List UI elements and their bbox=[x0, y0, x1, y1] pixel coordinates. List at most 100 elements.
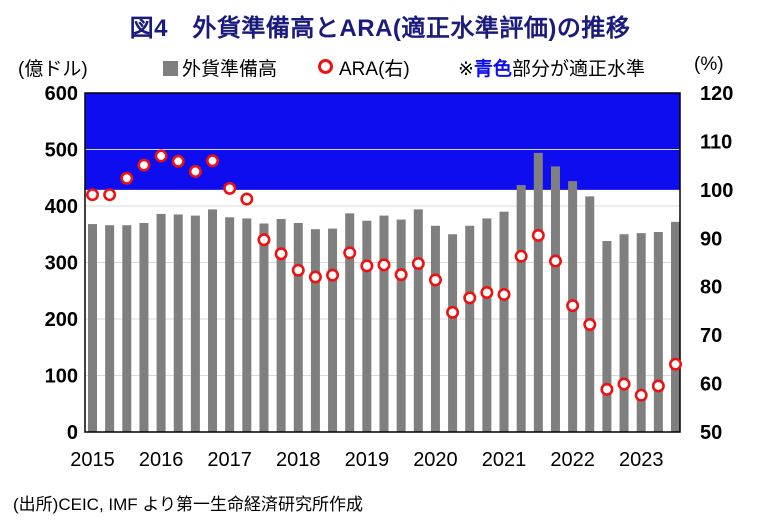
ara-point-2020Q4 bbox=[480, 286, 494, 300]
right-tick-60: 60 bbox=[700, 374, 722, 396]
right-tick-50: 50 bbox=[700, 422, 722, 444]
ara-point-2017Q2 bbox=[240, 192, 254, 206]
year-label-2017: 2017 bbox=[207, 449, 252, 471]
ara-point-2019Q1 bbox=[360, 259, 374, 273]
ara-point-2020Q2 bbox=[446, 305, 460, 319]
year-label-2020: 2020 bbox=[413, 449, 458, 471]
bar-2019Q4 bbox=[413, 209, 423, 432]
ara-point-2015Q1 bbox=[86, 188, 100, 202]
bar-2019Q1 bbox=[362, 220, 372, 432]
left-axis-unit: (億ドル) bbox=[18, 59, 88, 80]
bar-2021Q3 bbox=[533, 152, 543, 432]
bar-2020Q4 bbox=[482, 218, 492, 432]
ara-point-2021Q2 bbox=[514, 249, 528, 263]
left-tick-400: 400 bbox=[45, 196, 78, 218]
bar-2019Q2 bbox=[379, 215, 389, 432]
left-tick-500: 500 bbox=[45, 140, 78, 162]
ara-point-2022Q2 bbox=[583, 317, 597, 331]
ara-point-2022Q4 bbox=[617, 377, 631, 391]
note-suffix: 部分が適正水準 bbox=[511, 59, 645, 80]
plot-border bbox=[84, 92, 681, 433]
bar-2018Q1 bbox=[293, 222, 303, 432]
legend-ara-marker-icon bbox=[318, 59, 333, 74]
ara-point-2016Q4 bbox=[206, 154, 220, 168]
note-highlight: 青色 bbox=[473, 59, 512, 80]
bar-2021Q4 bbox=[550, 166, 560, 432]
legend-bar-swatch-icon bbox=[163, 61, 178, 76]
bar-2023Q2 bbox=[653, 231, 663, 432]
bar-2015Q1 bbox=[88, 224, 97, 432]
bar-2015Q3 bbox=[122, 225, 132, 432]
left-tick-100: 100 bbox=[45, 366, 78, 388]
ara-point-2016Q1 bbox=[154, 149, 168, 163]
ara-point-2018Q3 bbox=[326, 268, 340, 282]
right-tick-80: 80 bbox=[700, 277, 722, 299]
ara-point-2023Q1 bbox=[634, 388, 648, 402]
ara-point-2022Q3 bbox=[600, 382, 614, 396]
ara-point-2023Q2 bbox=[651, 379, 665, 393]
ara-point-2017Q1 bbox=[223, 181, 237, 195]
ara-point-2023Q3 bbox=[668, 357, 682, 371]
bar-2021Q1 bbox=[499, 211, 509, 432]
year-label-2023: 2023 bbox=[619, 449, 664, 471]
bar-2019Q3 bbox=[396, 219, 406, 432]
note-prefix: ※ bbox=[458, 59, 474, 80]
year-label-2016: 2016 bbox=[139, 449, 184, 471]
ara-point-2020Q1 bbox=[428, 273, 442, 287]
year-label-2022: 2022 bbox=[550, 449, 595, 471]
year-label-2018: 2018 bbox=[276, 449, 321, 471]
legend-bar-label: 外貨準備高 bbox=[182, 59, 278, 80]
ara-point-2019Q4 bbox=[411, 256, 425, 270]
bar-2020Q3 bbox=[465, 225, 475, 432]
ara-point-2021Q4 bbox=[548, 254, 562, 268]
right-tick-90: 90 bbox=[700, 228, 722, 250]
ara-point-2015Q3 bbox=[120, 171, 134, 185]
bar-2021Q2 bbox=[516, 185, 526, 432]
bar-2020Q2 bbox=[448, 234, 458, 432]
ara-point-2019Q3 bbox=[394, 268, 408, 282]
left-tick-0: 0 bbox=[67, 422, 78, 444]
legend-item-reserves: 外貨準備高 bbox=[163, 54, 277, 81]
right-tick-110: 110 bbox=[700, 131, 732, 153]
bar-2015Q2 bbox=[105, 225, 115, 432]
ara-point-2017Q4 bbox=[274, 247, 288, 261]
ara-point-2016Q3 bbox=[188, 164, 202, 178]
bar-2023Q1 bbox=[636, 233, 646, 432]
ara-point-2021Q3 bbox=[531, 228, 545, 242]
bar-2022Q3 bbox=[602, 241, 612, 432]
left-tick-600: 600 bbox=[45, 83, 78, 105]
bar-2015Q4 bbox=[139, 222, 149, 432]
year-label-2019: 2019 bbox=[345, 449, 390, 471]
ara-point-2017Q3 bbox=[257, 233, 271, 247]
chart-title: 図4 外貨準備高とARA(適正水準評価)の推移 bbox=[129, 15, 631, 42]
bar-2018Q4 bbox=[345, 213, 355, 432]
bar-2018Q3 bbox=[328, 228, 338, 432]
adequacy-band bbox=[85, 93, 680, 190]
legend-ara-label: ARA(右) bbox=[339, 59, 410, 80]
bar-2016Q4 bbox=[208, 209, 218, 432]
bar-2017Q2 bbox=[242, 218, 252, 432]
bar-2016Q2 bbox=[173, 214, 183, 432]
bar-2022Q4 bbox=[619, 234, 629, 432]
ara-point-2020Q3 bbox=[463, 291, 477, 305]
left-tick-200: 200 bbox=[45, 309, 78, 331]
chart-plot-area: 0 100 200 300 400 500 600 50 60 70 80 90 100 110 120 20… bbox=[45, 83, 734, 471]
right-tick-100: 100 bbox=[700, 180, 733, 202]
ara-point-2015Q2 bbox=[103, 188, 117, 202]
source-note: (出所)CEIC, IMF より第一生命経済研究所作成 bbox=[13, 495, 364, 514]
bar-2020Q1 bbox=[430, 225, 440, 432]
bar-2017Q4 bbox=[276, 218, 286, 432]
ara-point-2016Q2 bbox=[171, 154, 185, 168]
right-tick-70: 70 bbox=[700, 325, 722, 347]
bar-2023Q3 bbox=[671, 221, 680, 432]
ara-point-2018Q1 bbox=[291, 263, 305, 277]
year-label-2015: 2015 bbox=[70, 449, 115, 471]
adequacy-note: ※青色部分が適正水準 bbox=[458, 54, 645, 81]
ara-point-2018Q2 bbox=[308, 270, 322, 284]
right-tick-120: 120 bbox=[700, 83, 733, 105]
bar-2022Q2 bbox=[585, 196, 595, 432]
legend-item-ara: ARA(右) bbox=[318, 54, 410, 81]
ara-point-2019Q2 bbox=[377, 258, 391, 272]
legend-row: (億ドル) 外貨準備高 ARA(右) ※青色部分が適正水準 (%) bbox=[0, 54, 760, 80]
bar-2016Q1 bbox=[156, 213, 166, 432]
